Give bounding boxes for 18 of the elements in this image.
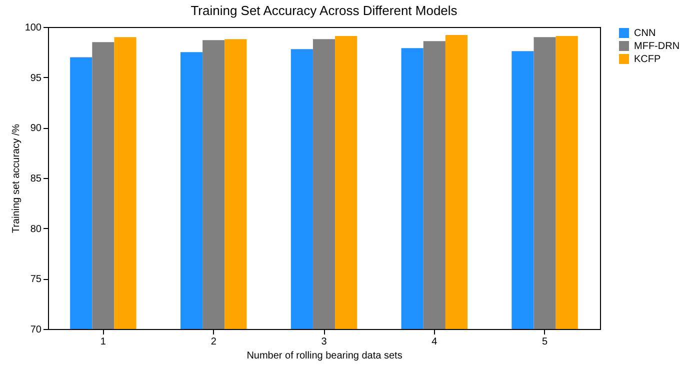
legend-label: KCFP: [634, 54, 661, 65]
y-tick-label: 75: [30, 274, 42, 286]
legend-label: MFF-DRN: [634, 41, 680, 52]
y-axis-title: Training set accuracy /%: [10, 124, 22, 234]
x-tick-label: 1: [100, 336, 106, 348]
y-tick-label: 80: [30, 224, 42, 235]
y-tick-label: 90: [30, 123, 42, 134]
y-tick-label: 70: [30, 324, 42, 336]
x-tick-label: 3: [321, 336, 328, 348]
x-tick-label: 4: [432, 336, 438, 348]
y-tick-label: 85: [30, 174, 42, 184]
x-tick-label: 2: [210, 336, 217, 348]
x-axis-title: Number of rolling bearing data sets: [246, 350, 402, 362]
chart-title: Training Set Accuracy Across Different Models: [190, 3, 458, 18]
y-tick-label: 95: [30, 72, 42, 84]
x-tick-label: 5: [542, 336, 548, 348]
y-tick-label: 100: [24, 22, 42, 34]
legend-label: CNN: [634, 28, 656, 39]
